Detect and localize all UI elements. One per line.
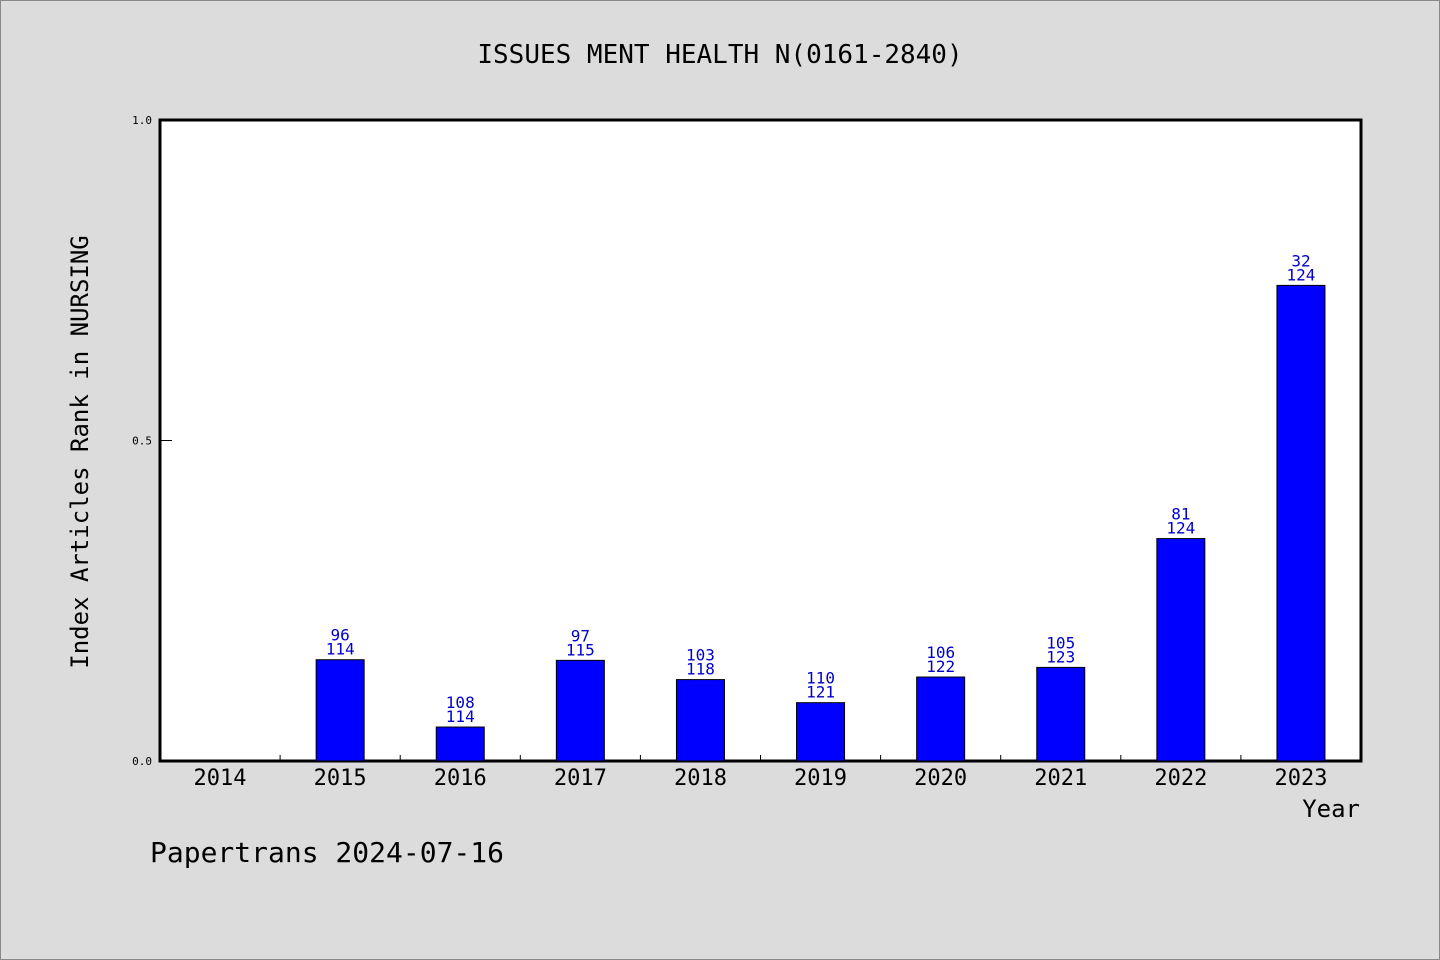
x-tick-label: 2018 [674, 766, 727, 791]
x-tick-label: 2020 [914, 766, 967, 791]
bar-2021 [1036, 666, 1086, 762]
y-tick-label: 0.0 [132, 755, 152, 768]
bar-rank-label: 97 [571, 626, 590, 645]
y-axis-label: Index Articles Rank in NURSING [66, 235, 94, 668]
bar-total-label: 124 [1166, 519, 1195, 538]
bar-rank-label: 96 [331, 626, 350, 645]
bar-2023 [1276, 284, 1326, 762]
bar-total-label: 114 [326, 640, 355, 659]
footer-credit: Papertrans 2024-07-16 [150, 836, 504, 869]
x-tick-label: 2016 [434, 766, 487, 791]
chart-title: ISSUES MENT HEALTH N(0161-2840) [477, 40, 962, 70]
bar-rank-label: 108 [446, 693, 475, 712]
x-tick-label: 2015 [314, 766, 367, 791]
bar-total-label: 123 [1046, 647, 1075, 666]
y-axis-ticks: 0.0 0.5 1.0 [132, 114, 172, 768]
bar-rank-label: 110 [806, 669, 835, 688]
bar-2018 [675, 679, 725, 762]
bar-total-label: 115 [566, 640, 595, 659]
bar-total-label: 121 [806, 683, 835, 702]
x-tick-label: 2014 [194, 766, 247, 791]
bar-total-label: 122 [926, 657, 955, 676]
bar-rank-label: 81 [1171, 505, 1190, 524]
x-axis-label: Year [1302, 795, 1360, 823]
x-tick-label: 2017 [554, 766, 607, 791]
bar-2017 [555, 659, 605, 762]
x-tick-label: 2023 [1274, 766, 1327, 791]
bar-rank-label: 106 [926, 643, 955, 662]
bar-2015 [315, 659, 365, 762]
x-tick-label: 2019 [794, 766, 847, 791]
bar-rank-label: 32 [1291, 251, 1310, 270]
y-tick-label: 1.0 [132, 114, 152, 127]
x-tick-label: 2022 [1154, 766, 1207, 791]
x-axis-ticks: 2014 2015 2016 2017 2018 2019 2020 2021 2022 2023 [194, 755, 1327, 791]
bar-total-label: 114 [446, 707, 475, 726]
bar-2019 [796, 702, 846, 762]
x-tick-label: 2021 [1034, 766, 1087, 791]
bar-2016 [435, 726, 485, 762]
y-tick-label: 0.5 [132, 435, 152, 448]
bar-rank-label: 103 [686, 646, 715, 665]
bar-2020 [916, 676, 966, 762]
bar-total-label: 118 [686, 660, 715, 679]
bars-group [315, 284, 1326, 762]
bar-total-label: 124 [1286, 265, 1315, 284]
bar-2022 [1156, 538, 1206, 762]
bar-rank-label: 105 [1046, 633, 1075, 652]
